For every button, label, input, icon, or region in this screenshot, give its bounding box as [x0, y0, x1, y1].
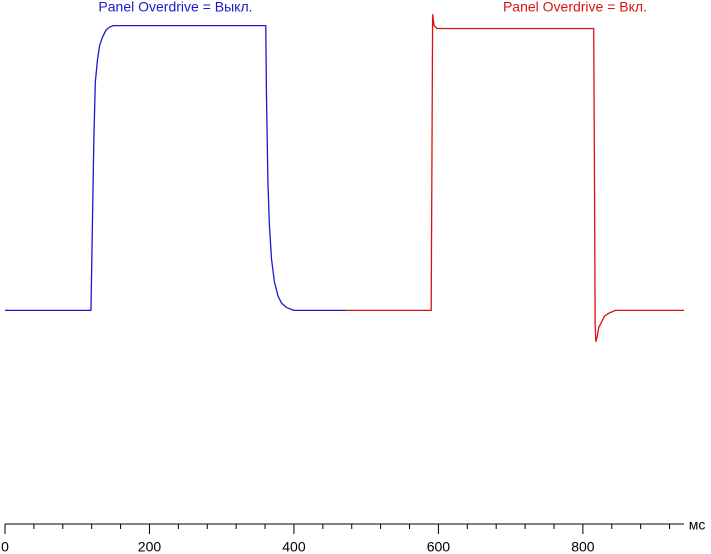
x-tick-label: 0 — [1, 539, 9, 554]
x-tick-label: 400 — [282, 539, 306, 554]
x-tick-label: 800 — [571, 539, 595, 554]
series-label: Panel Overdrive = Вкл. — [503, 0, 647, 15]
series-line — [345, 14, 684, 342]
x-tick-label: 200 — [138, 539, 162, 554]
x-tick-label: 600 — [427, 539, 451, 554]
series-line — [5, 24, 346, 312]
x-axis-label: мс — [689, 517, 706, 533]
series-label: Panel Overdrive = Выкл. — [98, 0, 252, 15]
